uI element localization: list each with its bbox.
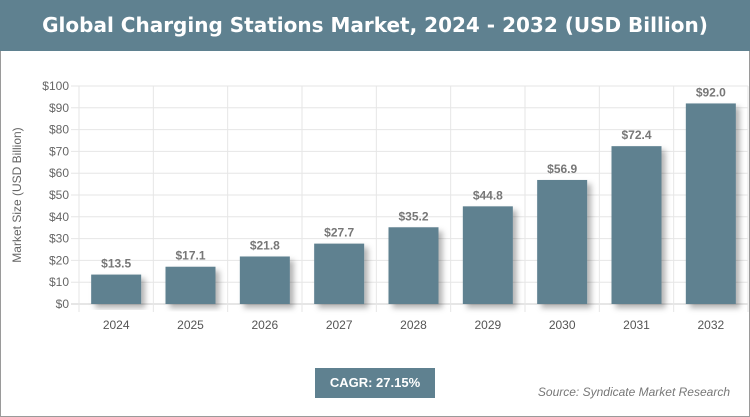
x-tick-label: 2031	[623, 318, 650, 332]
chart-title: Global Charging Stations Market, 2024 - …	[0, 0, 750, 51]
bar	[314, 243, 365, 304]
bar	[611, 146, 662, 304]
bar	[91, 274, 142, 304]
x-tick-label: 2026	[251, 318, 278, 332]
bar	[388, 227, 439, 304]
bar	[165, 266, 216, 304]
data-label: $35.2	[398, 209, 428, 223]
x-tick-label: 2024	[103, 318, 130, 332]
y-tick-label: $90	[49, 101, 69, 115]
y-tick-label: $10	[49, 275, 69, 289]
y-tick-label: $30	[49, 232, 69, 246]
y-tick-label: $20	[49, 253, 69, 267]
x-tick-label: 2032	[697, 318, 724, 332]
x-tick-label: 2025	[177, 318, 204, 332]
bar	[239, 256, 290, 304]
x-tick-label: 2028	[400, 318, 427, 332]
x-tick-label: 2029	[474, 318, 501, 332]
data-label: $92.0	[696, 85, 726, 99]
bar	[685, 103, 736, 304]
bar	[462, 206, 513, 304]
x-tick-label: 2030	[549, 318, 576, 332]
data-label: $21.8	[250, 238, 280, 252]
data-label: $17.1	[175, 249, 205, 263]
data-label: $13.5	[101, 257, 131, 271]
data-label: $44.8	[473, 188, 503, 202]
data-label: $56.9	[547, 162, 577, 176]
y-tick-label: $70	[49, 144, 69, 158]
y-axis-label: Market Size (USD Billion)	[10, 127, 24, 262]
y-tick-label: $60	[49, 166, 69, 180]
data-label: $72.4	[621, 128, 651, 142]
y-tick-label: $0	[56, 297, 70, 311]
bar	[537, 179, 588, 304]
data-label: $27.7	[324, 226, 354, 240]
source-note: Source: Syndicate Market Research	[537, 385, 730, 399]
y-tick-label: $80	[49, 123, 69, 137]
y-tick-label: $50	[49, 188, 69, 202]
x-tick-label: 2027	[326, 318, 353, 332]
cagr-badge: CAGR: 27.15%	[315, 368, 435, 398]
y-tick-label: $40	[49, 210, 69, 224]
y-tick-label: $100	[42, 79, 69, 93]
